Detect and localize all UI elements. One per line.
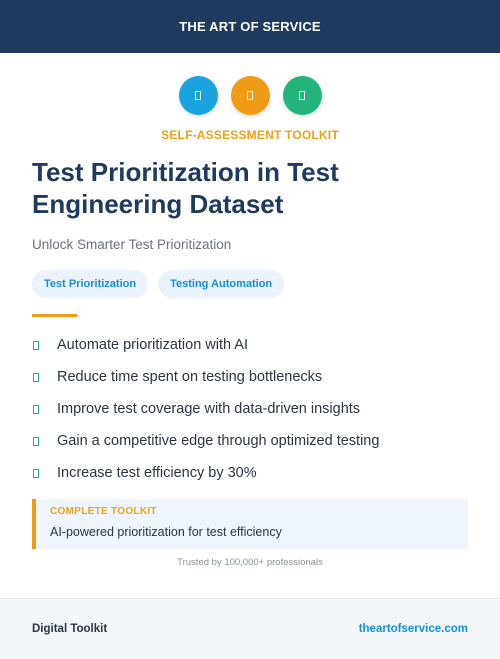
feature-text: Reduce time spent on testing bottlenecks: [57, 369, 323, 385]
document-icon: [230, 76, 270, 115]
feature-text: Increase test efficiency by 30%: [57, 465, 257, 481]
document-icon: [282, 76, 322, 115]
feature-text: Automate prioritization with AI: [57, 337, 249, 353]
check-icon: [33, 372, 39, 382]
accent-divider: [32, 314, 77, 317]
check-icon: [33, 468, 39, 478]
tag-test-prioritization[interactable]: Test Prioritization: [32, 270, 149, 298]
complete-toolkit-callout: COMPLETE TOOLKIT AI-powered prioritizati…: [32, 499, 468, 549]
feature-text: Gain a competitive edge through optimize…: [57, 433, 380, 449]
callout-label: COMPLETE TOOLKIT: [50, 506, 157, 517]
feature-list: Automate prioritization with AI Reduce t…: [32, 329, 472, 489]
icon-row: [0, 76, 500, 115]
feature-text: Improve test coverage with data-driven i…: [57, 401, 361, 417]
check-icon: [33, 404, 39, 414]
tag-testing-automation[interactable]: Testing Automation: [158, 270, 285, 298]
footer-product-label: Digital Toolkit: [32, 623, 108, 635]
tag-list: Test Prioritization Testing Automation: [32, 270, 285, 298]
callout-text: AI-powered prioritization for test effic…: [50, 525, 282, 539]
check-icon: [33, 436, 39, 446]
brand-title: THE ART OF SERVICE: [179, 19, 321, 34]
feature-item: Automate prioritization with AI: [32, 329, 472, 361]
toolkit-kicker: SELF-ASSESSMENT TOOLKIT: [161, 128, 339, 142]
check-icon: [33, 340, 39, 350]
page-subtitle: Unlock Smarter Test Prioritization: [32, 237, 232, 252]
feature-item: Gain a competitive edge through optimize…: [32, 425, 472, 457]
footer-website-link[interactable]: theartofservice.com: [358, 623, 468, 635]
trusted-note: Trusted by 100,000+ professionals: [177, 557, 323, 568]
document-icon: [178, 76, 218, 115]
feature-item: Improve test coverage with data-driven i…: [32, 393, 472, 425]
page-title: Test Prioritization in Test Engineering …: [32, 157, 339, 219]
feature-item: Increase test efficiency by 30%: [32, 457, 472, 489]
footer-bar: Digital Toolkit theartofservice.com: [0, 598, 500, 659]
feature-item: Reduce time spent on testing bottlenecks: [32, 361, 472, 393]
header-bar: THE ART OF SERVICE: [0, 0, 500, 53]
